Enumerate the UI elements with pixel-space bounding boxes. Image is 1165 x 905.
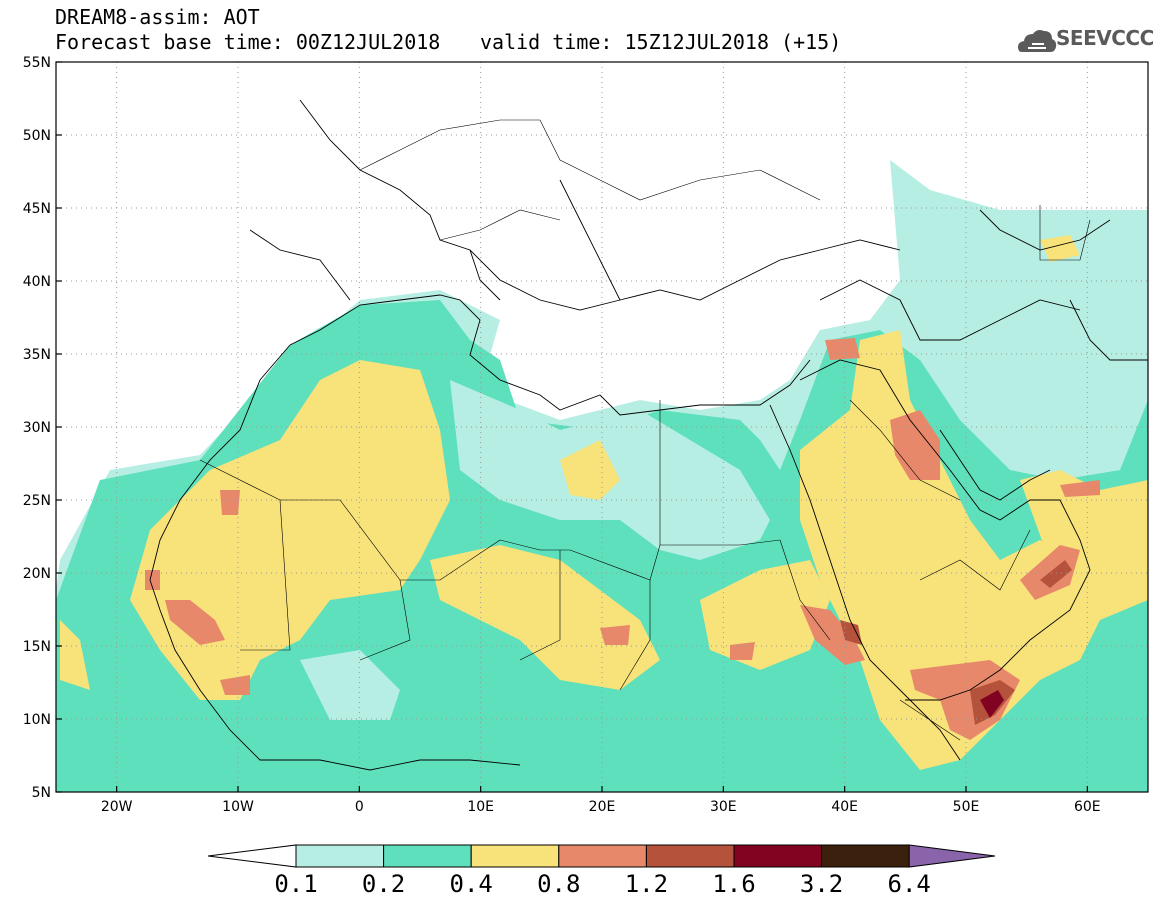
lat-tick-label: 40N — [23, 274, 51, 290]
time-info: Forecast base time: 00Z12JUL2018 valid ti… — [55, 30, 841, 54]
colorbar-label: 1.2 — [624, 870, 669, 898]
lon-tick-label: 20E — [589, 799, 616, 815]
colorbar-segment — [383, 844, 472, 868]
borders — [199, 119, 1091, 741]
colorbar-label: 1.6 — [712, 870, 756, 898]
lon-tick-label: 0 — [355, 799, 364, 815]
colorbar-label: 0.4 — [449, 870, 493, 898]
lon-tick-label: 20W — [101, 799, 133, 815]
lon-tick-label: 10E — [467, 799, 494, 815]
colorbar — [207, 844, 996, 868]
lat-tick-label: 35N — [23, 347, 51, 363]
colorbar-label: 0.8 — [537, 870, 581, 898]
lon-tick-label: 30E — [710, 799, 737, 815]
colorbar-segment — [295, 844, 385, 868]
lat-tick-label: 55N — [23, 55, 51, 71]
colorbar-segment — [645, 844, 735, 868]
lat-tick-label: 15N — [23, 639, 51, 655]
colorbar-label: 3.2 — [799, 870, 844, 898]
lat-tick-label: 30N — [23, 420, 51, 436]
lon-tick-label: 50E — [953, 799, 980, 815]
lon-tick-label: 10W — [222, 799, 254, 815]
lat-tick-label: 50N — [23, 128, 51, 144]
colorbar-segment — [470, 844, 560, 868]
coastlines — [149, 99, 1148, 771]
lon-tick-label: 40E — [831, 799, 858, 815]
colorbar-segment — [558, 844, 647, 868]
lat-tick-label: 10N — [23, 712, 51, 728]
colorbar-label: 6.4 — [887, 870, 931, 898]
colorbar-segment — [821, 844, 910, 868]
axis-ticks — [56, 61, 1088, 793]
lat-tick-label: 20N — [23, 566, 51, 582]
colorbar-over-arrow — [908, 844, 996, 868]
gridlines — [56, 62, 1148, 792]
map-title: DREAM8-assim: AOT — [55, 5, 260, 29]
colorbar-segment — [733, 844, 823, 868]
cloud-logo-icon — [1018, 30, 1057, 52]
logo-text: SEEVCCC — [1056, 26, 1154, 50]
colorbar-under-arrow — [207, 844, 297, 868]
valid-time: valid time: 15Z12JUL2018 (+15) — [480, 30, 842, 54]
lon-labels: 20W 10W 0 10E 20E 30E 40E 50E 60E — [101, 799, 1101, 815]
lat-tick-label: 25N — [23, 493, 51, 509]
colorbar-label: 0.2 — [361, 870, 406, 898]
forecast-base-time: Forecast base time: 00Z12JUL2018 — [55, 30, 441, 54]
lon-tick-label: 60E — [1074, 799, 1101, 815]
lat-labels: 55N 50N 45N 40N 35N 30N 25N 20N 15N 10N 5N — [23, 55, 51, 801]
lat-tick-label: 45N — [23, 201, 51, 217]
colorbar-label: 0.1 — [274, 870, 318, 898]
aot-field — [56, 160, 1148, 792]
lat-tick-label: 5N — [32, 785, 51, 801]
